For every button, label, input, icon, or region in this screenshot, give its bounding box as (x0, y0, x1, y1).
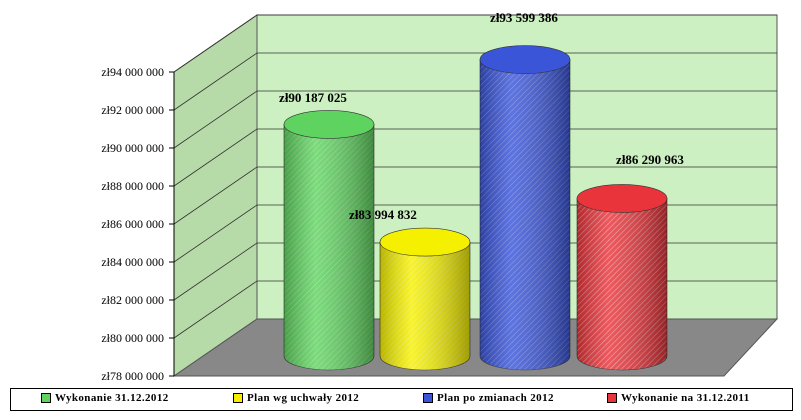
gridline (173, 90, 777, 149)
gridline (173, 52, 777, 111)
y-axis: zł78 000 000 zł80 000 000 zł82 000 000 zł84… (101, 65, 175, 383)
y-tick-label: zł88 000 000 (101, 179, 164, 193)
legend-label-2: Plan po zmianach 2012 (437, 392, 554, 404)
y-tick-label: zł78 000 000 (101, 369, 164, 383)
legend-item-3: Wykonanie na 31.12.2011 (607, 392, 750, 404)
legend-item-1: Plan wg uchwały 2012 (233, 392, 359, 404)
legend: Wykonanie 31.12.2012 Plan wg uchwały 201… (10, 388, 793, 411)
y-tick-label: zł86 000 000 (101, 217, 164, 231)
data-label-0: zł90 187 025 (279, 90, 347, 105)
legend-swatch-3 (607, 393, 617, 403)
bar-shade-1 (380, 242, 470, 370)
legend-item-2: Plan po zmianach 2012 (423, 392, 554, 404)
bar-2 (479, 45, 571, 371)
data-labels: zł90 187 025 zł83 994 832 zł93 599 386 zł86… (279, 10, 684, 222)
y-tick-label: zł94 000 000 (101, 65, 164, 79)
y-tick-label: zł84 000 000 (101, 255, 164, 269)
data-label-3: zł86 290 963 (616, 152, 684, 167)
bar-shade-3 (577, 198, 667, 370)
data-label-1: zł83 994 832 (349, 207, 417, 222)
bar-top-1 (379, 227, 471, 257)
chart-walls (172, 14, 779, 377)
y-tick-label: zł92 000 000 (101, 103, 164, 117)
y-tick-label: zł82 000 000 (101, 293, 164, 307)
legend-swatch-1 (233, 393, 243, 403)
legend-label-1: Plan wg uchwały 2012 (247, 392, 360, 404)
bar-3 (576, 184, 668, 371)
y-tick-label: zł80 000 000 (101, 331, 164, 345)
gridline (173, 128, 777, 187)
bar-0 (283, 110, 375, 371)
legend-swatch-0 (41, 393, 51, 403)
bar-top-3 (576, 184, 668, 213)
legend-item-0: Wykonanie 31.12.2012 (41, 392, 169, 404)
bar-top-0 (283, 110, 375, 139)
bar-top-2 (479, 45, 571, 74)
legend-label-0: Wykonanie 31.12.2012 (55, 392, 169, 404)
bar-shade-0 (284, 124, 374, 370)
gridline (173, 14, 777, 73)
floor (172, 318, 779, 377)
y-tick-label: zł90 000 000 (101, 141, 164, 155)
legend-swatch-2 (423, 393, 433, 403)
bar-1 (379, 227, 471, 371)
bars (283, 45, 668, 371)
legend-label-3: Wykonanie na 31.12.2011 (621, 392, 750, 404)
data-label-2: zł93 599 386 (490, 10, 558, 25)
gridline (173, 166, 777, 225)
bar-shade-2 (480, 59, 570, 371)
